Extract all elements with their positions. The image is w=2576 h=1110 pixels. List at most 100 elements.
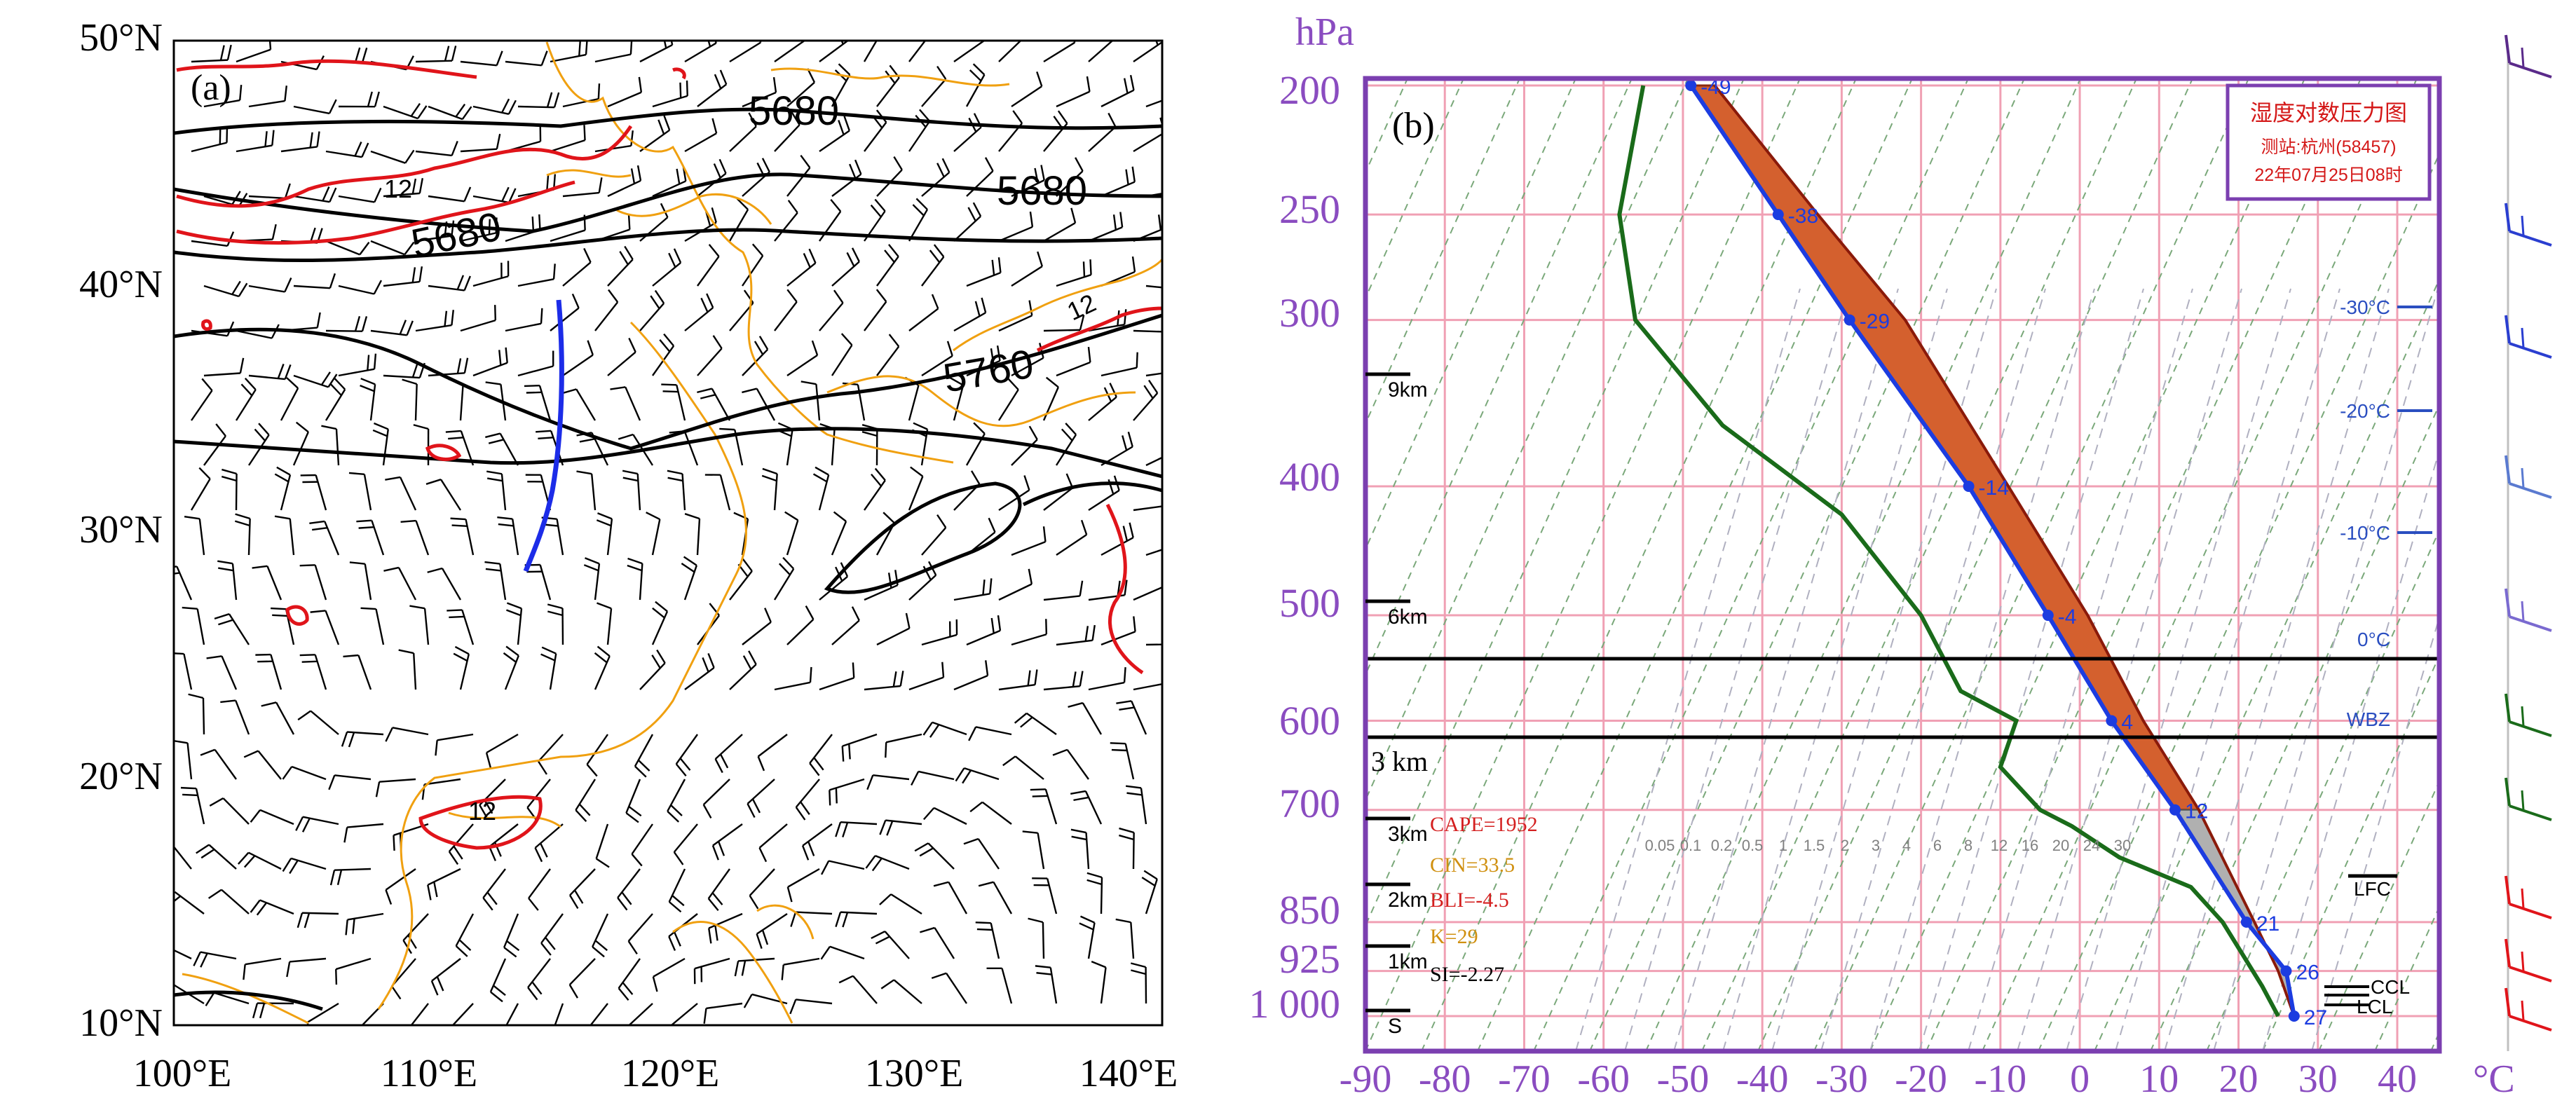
- geopotential-contour: [1022, 481, 1162, 507]
- mixing-ratio-label: 6: [1933, 837, 1942, 854]
- dry-adiabat: [2262, 654, 2439, 1051]
- dry-adiabat: [1589, 78, 2025, 1051]
- wind-barb: [383, 566, 417, 601]
- wind-barb: [321, 425, 340, 466]
- wind-barb: [966, 157, 994, 197]
- wind-barb: [338, 187, 382, 203]
- wind-barb: [835, 821, 878, 838]
- wind-barb: [293, 186, 337, 203]
- dry-adiabat: [1533, 78, 1969, 1051]
- wind-barb: [1030, 788, 1058, 825]
- temperature-tick-label: -80: [1419, 1057, 1471, 1101]
- wind-barb: [819, 198, 842, 242]
- geopotential-contour: [174, 228, 1162, 263]
- skewt-background: [1365, 78, 2439, 1051]
- wind-barb: [297, 710, 339, 735]
- wind-barb: [965, 63, 986, 107]
- wind-barb: [299, 564, 327, 601]
- title-box: [2226, 83, 2432, 201]
- wind-barb: [372, 422, 389, 466]
- wind-barb: [729, 41, 762, 63]
- wind-barb: [784, 511, 799, 556]
- wind-barb: [876, 612, 911, 646]
- wind-barb: [547, 603, 564, 645]
- temperature-tick-label: 0: [2070, 1057, 2090, 1101]
- wind-barb: [286, 957, 327, 978]
- geopotential-contour: [174, 107, 1162, 135]
- wind-barb: [1070, 790, 1103, 825]
- wind-barb: [774, 111, 800, 152]
- wind-barb: [652, 80, 688, 108]
- wind-barb: [1011, 343, 1044, 377]
- wind-barb: [385, 727, 429, 742]
- wind-barb: [174, 845, 192, 870]
- mixing-ratio-label: 1.5: [1804, 837, 1825, 854]
- wind-barb: [781, 957, 820, 980]
- height-marks: 9km 6km 3km 2km 1km S: [1365, 372, 1428, 1038]
- wind-barb: [575, 779, 597, 822]
- sounding-wind-barb: [2505, 987, 2552, 1032]
- wind-barb: [921, 619, 958, 646]
- temperature-tick-label: -50: [1657, 1057, 1710, 1101]
- wind-barb: [978, 881, 1013, 914]
- wind-barb: [729, 650, 757, 690]
- wind-barb: [966, 257, 1002, 287]
- wind-barb: [734, 957, 775, 977]
- wind-barb: [747, 779, 775, 818]
- wind-barb: [908, 466, 924, 511]
- wind-barb: [554, 1003, 564, 1025]
- isotherm-label: -20°C: [2340, 400, 2390, 422]
- sounding-wind-barb: [2505, 588, 2552, 632]
- wind-barb: [790, 911, 833, 927]
- wind-barb: [576, 470, 597, 511]
- dry-adiabat: [1365, 78, 1464, 300]
- lon-label-100: 100°E: [133, 1052, 232, 1095]
- wind-barb: [409, 605, 430, 645]
- temperature-tick-label: 30: [2298, 1057, 2338, 1101]
- wind-barb: [485, 432, 519, 466]
- wind-barb: [949, 376, 965, 421]
- wind-barb: [661, 383, 686, 421]
- wind-barb: [583, 557, 601, 601]
- wind-barb: [863, 41, 878, 62]
- wind-barb: [684, 652, 715, 690]
- wind-barb: [595, 823, 610, 868]
- wind-barb: [922, 721, 967, 738]
- dry-adiabat: [1869, 78, 2305, 1051]
- wind-barb: [933, 881, 968, 914]
- wind-barb: [343, 654, 372, 690]
- p-label-600: 600: [1279, 698, 1340, 744]
- wind-barb: [1079, 915, 1096, 959]
- isotherm-label: -30°C: [2340, 296, 2390, 318]
- temperature-tick-label: -90: [1340, 1057, 1392, 1101]
- wind-barb: [708, 912, 743, 944]
- temperature-point: [1963, 480, 1975, 492]
- mixing-ratio-line: [1869, 288, 2095, 1051]
- wind-barb: [482, 868, 506, 911]
- wind-barb: [773, 556, 795, 601]
- humidity-contour: [201, 319, 212, 331]
- wind-barb: [238, 851, 282, 870]
- wind-barb: [1055, 423, 1077, 466]
- wind-barb: [953, 578, 993, 601]
- wind-barb: [838, 975, 878, 1004]
- wind-barb: [505, 1003, 519, 1025]
- wind-barb: [527, 958, 551, 1001]
- title-line-1: 湿度对数压力图: [2250, 100, 2407, 125]
- wind-barb: [295, 816, 339, 832]
- geopotential-contour: [174, 990, 323, 1011]
- wind-barb: [385, 476, 417, 511]
- wind-barb: [617, 868, 641, 911]
- wind-barb: [819, 41, 850, 62]
- wind-barb: [1035, 965, 1058, 1004]
- wind-barb: [757, 734, 788, 772]
- coastline-segment: [826, 375, 1136, 427]
- wind-barb: [280, 377, 299, 421]
- wind-barb: [921, 244, 945, 287]
- wind-barb: [450, 517, 475, 556]
- wind-barb: [1043, 315, 1085, 332]
- wind-barb: [485, 733, 519, 768]
- wind-barb: [293, 99, 337, 115]
- geopotential-contour: [174, 172, 1162, 233]
- wind-barb: [196, 844, 237, 870]
